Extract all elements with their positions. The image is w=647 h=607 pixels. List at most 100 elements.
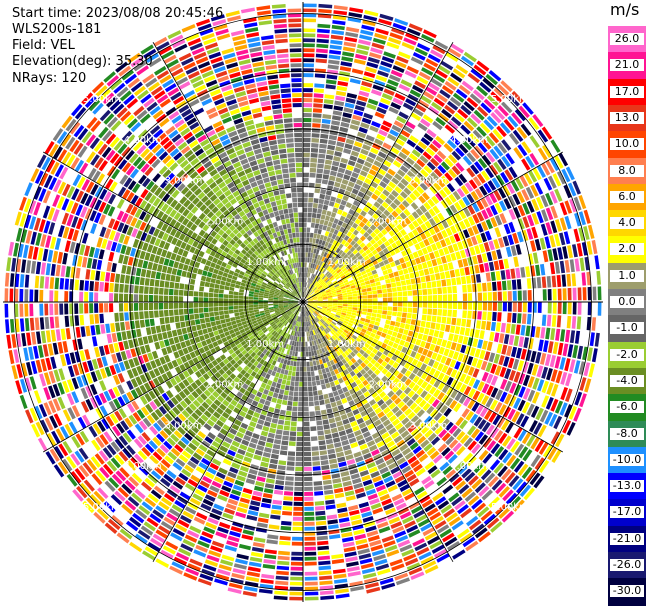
range-gate [286, 461, 295, 466]
range-gate [574, 330, 581, 344]
range-gate [449, 400, 458, 410]
range-gate [228, 391, 236, 399]
range-gate [403, 234, 411, 242]
range-gate [430, 78, 443, 88]
range-gate [309, 278, 312, 284]
range-gate [501, 468, 512, 481]
range-gate [325, 434, 332, 440]
range-gate [507, 115, 519, 128]
range-gate [488, 261, 495, 272]
range-gate [236, 475, 246, 482]
range-gate [232, 484, 243, 492]
range-gate [278, 373, 284, 379]
range-gate [226, 321, 232, 327]
range-gate [344, 449, 353, 456]
range-gate [306, 288, 309, 293]
range-gate [407, 390, 416, 398]
range-gate [280, 310, 286, 314]
range-gate [317, 430, 324, 436]
range-gate [402, 296, 408, 302]
range-gate [354, 141, 363, 148]
range-gate [165, 380, 173, 389]
range-gate [391, 418, 401, 427]
range-gate [344, 272, 351, 277]
range-gate [185, 446, 195, 455]
range-gate [439, 189, 448, 199]
range-gate [333, 156, 341, 162]
range-gate [221, 411, 230, 419]
range-gate [269, 519, 280, 525]
range-gate [349, 317, 355, 322]
range-gate [200, 393, 208, 401]
range-gate [342, 386, 349, 393]
range-gate [458, 143, 469, 154]
range-gate [303, 401, 309, 407]
range-gate [344, 169, 353, 176]
range-gate [374, 32, 388, 40]
range-gate [366, 103, 377, 111]
range-gate [362, 516, 374, 523]
range-gate [357, 264, 364, 270]
range-gate [357, 174, 366, 182]
range-gate [230, 526, 243, 533]
range-gate [111, 353, 118, 364]
range-gate [381, 375, 388, 383]
range-gate [224, 331, 230, 337]
range-gate [288, 391, 294, 396]
range-gate [536, 196, 544, 210]
range-gate [539, 237, 546, 250]
range-gate [329, 534, 341, 540]
range-gate [417, 263, 423, 271]
range-gate [288, 446, 296, 451]
range-gate [118, 408, 127, 419]
range-gate [280, 358, 285, 364]
range-gate [374, 558, 388, 566]
range-gate [325, 328, 330, 333]
range-gate [480, 510, 493, 522]
range-gate [340, 364, 347, 371]
range-gate [216, 339, 223, 345]
range-gate [285, 410, 292, 416]
range-gate [341, 358, 347, 365]
range-gate [279, 316, 284, 321]
range-gate [319, 288, 325, 292]
range-gate [52, 398, 61, 412]
range-gate [131, 400, 140, 411]
range-gate [347, 366, 353, 373]
range-gate [433, 182, 442, 191]
range-gate [175, 342, 182, 351]
range-gate [433, 454, 443, 464]
range-gate [356, 245, 362, 252]
range-gate [347, 322, 353, 327]
range-gate [283, 501, 293, 506]
range-gate [380, 213, 387, 221]
range-gate [341, 475, 351, 482]
range-gate [334, 339, 340, 345]
range-gate [367, 369, 374, 376]
range-gate [294, 304, 299, 308]
range-gate [376, 239, 384, 246]
range-gate [151, 350, 159, 360]
range-gate [203, 381, 211, 389]
range-gate [510, 440, 520, 453]
range-gate [307, 277, 310, 283]
range-gate [278, 362, 283, 369]
range-gate [253, 384, 260, 391]
range-gate [321, 229, 326, 236]
range-gate [357, 439, 366, 446]
range-gate [375, 317, 381, 323]
range-gate [257, 402, 264, 409]
range-gate [466, 167, 476, 178]
range-gate [456, 431, 466, 441]
range-gate [416, 158, 426, 168]
range-gate [432, 224, 440, 234]
range-gate [332, 308, 338, 311]
range-gate [415, 257, 421, 265]
range-gate [421, 67, 434, 76]
range-gate [502, 235, 510, 247]
range-gate [163, 339, 170, 347]
range-gate [329, 359, 335, 366]
range-gate [126, 380, 134, 391]
range-gate [496, 343, 503, 354]
range-gate [271, 397, 278, 403]
